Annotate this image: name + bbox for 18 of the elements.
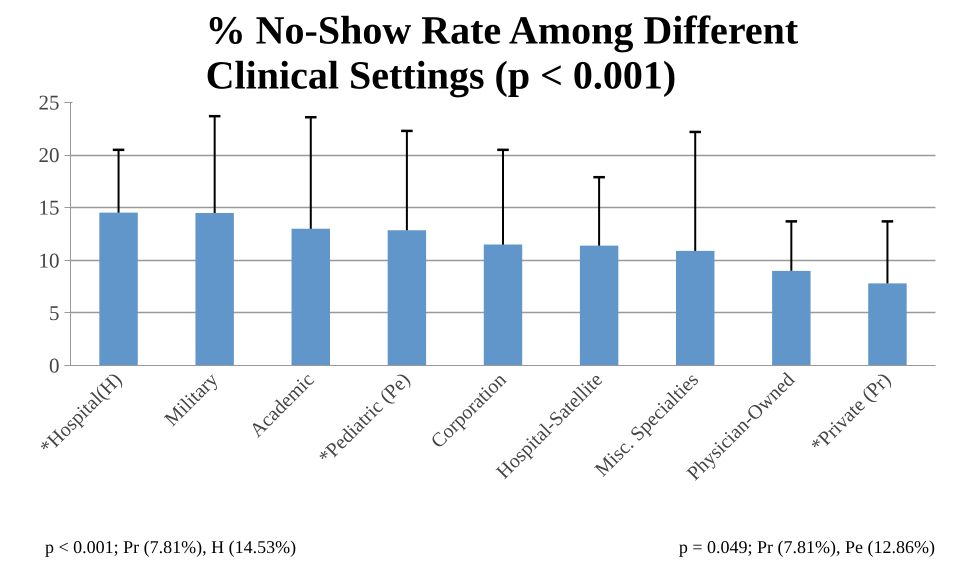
bar bbox=[388, 230, 426, 366]
y-tick-label: 0 bbox=[49, 354, 60, 378]
y-tick-label: 20 bbox=[38, 143, 60, 168]
bar bbox=[868, 283, 907, 366]
y-tick-label: 15 bbox=[38, 196, 60, 220]
bar bbox=[580, 246, 618, 366]
text: p < 0.001; Pr (7.81%), H (14.53%) bbox=[45, 536, 296, 559]
bar bbox=[484, 244, 522, 366]
bar bbox=[99, 212, 138, 366]
bar bbox=[195, 212, 234, 366]
y-tick-label: 10 bbox=[38, 248, 60, 272]
chart-title: % No-Show Rate Among Different Clinical Settings (p < 0.001) bbox=[206, 8, 799, 98]
text: p = 0.049; Pr (7.81%), Pe (12.86%) bbox=[678, 536, 935, 559]
y-tick-label: 25 bbox=[38, 90, 60, 114]
y-tick-label: 5 bbox=[49, 300, 60, 325]
bar bbox=[292, 228, 330, 366]
bar bbox=[772, 270, 811, 366]
bar bbox=[676, 250, 714, 366]
